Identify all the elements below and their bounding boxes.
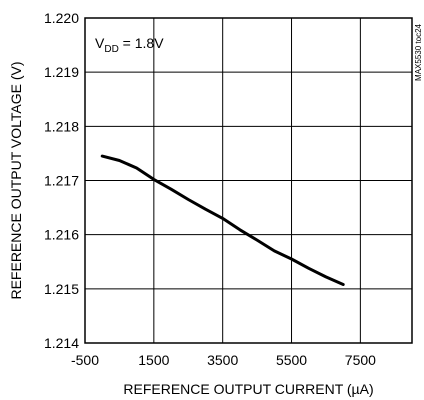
series-line [100,154,345,286]
y-tick-label: 1.217 [44,173,79,189]
annotation-suffix: = 1.8V [119,35,164,51]
x-tick-label: 5500 [276,352,307,368]
x-axis-title: REFERENCE OUTPUT CURRENT (µA) [123,381,373,397]
y-tick-label: 1.214 [44,335,79,351]
y-tick-label: 1.219 [44,64,79,80]
plot-frame [84,17,413,344]
x-tick-label: 7500 [345,352,376,368]
y-axis-title: REFERENCE OUTPUT VOLTAGE (V) [8,61,24,299]
series-layer [100,154,345,286]
figure-id-label: MAX5530 toc24 [414,23,423,80]
annotation-main: V [95,35,105,51]
y-tick-label: 1.215 [44,281,79,297]
y-tick-label: 1.220 [44,10,79,26]
x-tick-label: -500 [71,352,99,368]
y-tick-labels: 1.214 1.215 1.216 1.217 1.218 1.219 1.220 [44,10,79,351]
x-tick-label: 3500 [207,352,238,368]
x-tick-label: 1500 [138,352,169,368]
y-tick-label: 1.216 [44,227,79,243]
grid [85,18,412,343]
y-tick-label: 1.218 [44,118,79,134]
annotation-subscript: DD [104,44,118,55]
x-tick-labels: -500 1500 3500 5500 7500 [71,352,376,368]
vdd-annotation: VDD = 1.8V [95,35,164,55]
